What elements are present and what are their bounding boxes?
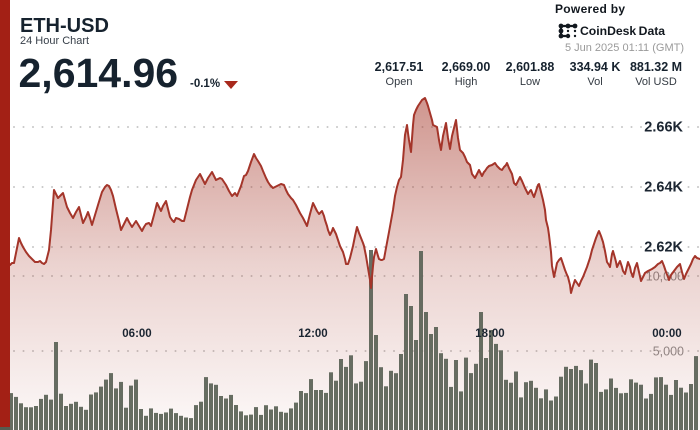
- svg-text:2.66K: 2.66K: [644, 120, 683, 136]
- svg-text:06:00: 06:00: [122, 328, 151, 340]
- svg-text:12:00: 12:00: [298, 328, 327, 340]
- svg-text:18:00: 18:00: [475, 328, 504, 340]
- svg-text:2.62K: 2.62K: [644, 240, 683, 256]
- svg-text:2.64K: 2.64K: [644, 180, 683, 196]
- svg-text:00:00: 00:00: [652, 328, 681, 340]
